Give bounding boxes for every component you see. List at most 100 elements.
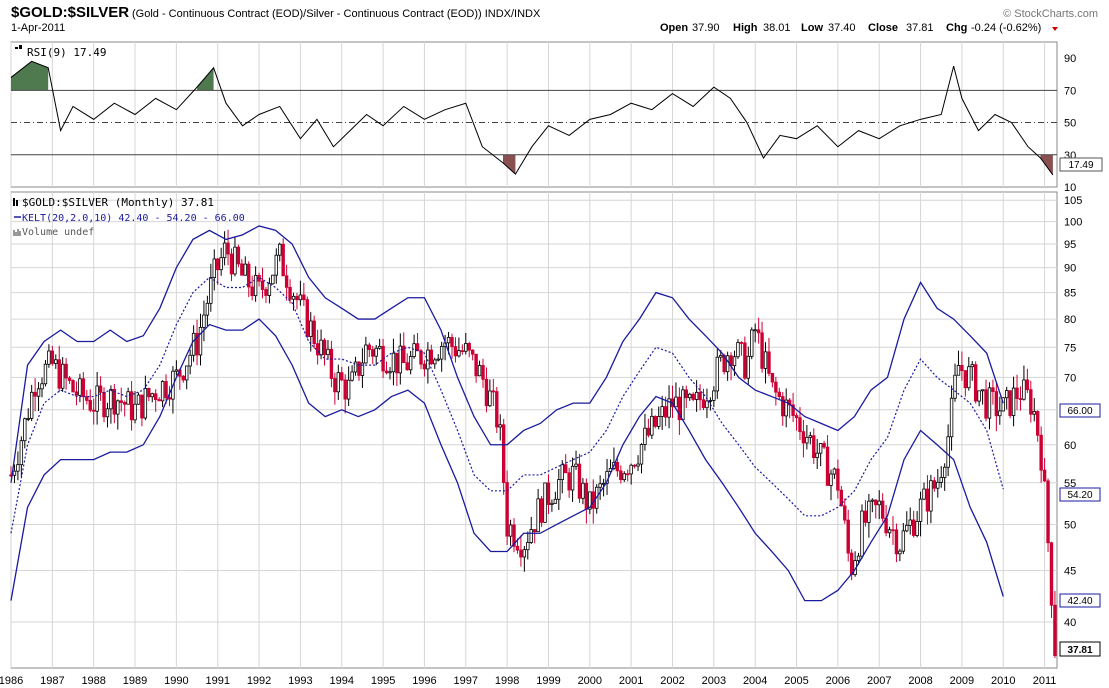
candle-body bbox=[860, 510, 864, 557]
candle-body bbox=[501, 424, 506, 483]
x-tick: 2003 bbox=[702, 675, 726, 687]
candle-body bbox=[398, 345, 403, 374]
candle-body bbox=[309, 320, 313, 337]
candle-body bbox=[708, 399, 713, 402]
candle-body bbox=[698, 391, 702, 401]
chg-value: -0.24 (-0.62%) bbox=[971, 22, 1041, 34]
candle-body bbox=[50, 350, 55, 364]
candle-body bbox=[1049, 542, 1054, 606]
rsi-last-tag-box bbox=[1059, 157, 1103, 172]
candle-body bbox=[877, 500, 881, 506]
candle-body bbox=[973, 364, 978, 402]
candle-body bbox=[998, 410, 1002, 417]
candle-body bbox=[160, 381, 165, 402]
candle-body bbox=[646, 427, 651, 436]
close-tag: 37.81 bbox=[1067, 645, 1092, 656]
candle-body bbox=[836, 468, 840, 491]
candle-body bbox=[825, 446, 830, 486]
candle-body bbox=[546, 482, 551, 505]
candle-body bbox=[901, 530, 906, 552]
candle-body bbox=[202, 314, 206, 328]
candle-body bbox=[260, 280, 265, 290]
candle-body bbox=[343, 379, 347, 400]
candle-body bbox=[112, 389, 117, 415]
price-tick: 70 bbox=[1064, 372, 1076, 384]
candle-body bbox=[388, 371, 392, 374]
candle-body bbox=[247, 263, 251, 288]
candle-body bbox=[147, 388, 151, 398]
candle-body bbox=[925, 488, 930, 512]
candle-body bbox=[371, 349, 375, 357]
candle-body bbox=[67, 377, 72, 381]
candle-body bbox=[918, 498, 923, 522]
candle-body bbox=[753, 329, 757, 332]
candle-body bbox=[560, 464, 564, 480]
candle-body bbox=[557, 479, 561, 500]
candle-body bbox=[667, 398, 671, 418]
candle-body bbox=[756, 329, 761, 334]
candle-body bbox=[543, 482, 547, 523]
rsi-tick: 90 bbox=[1064, 53, 1076, 65]
candle-body bbox=[815, 452, 819, 459]
candle-body bbox=[956, 365, 961, 376]
candle-body bbox=[470, 349, 475, 355]
candle-body bbox=[364, 344, 368, 364]
keltner-lower-line bbox=[10, 318, 1004, 602]
price-tick: 90 bbox=[1064, 263, 1076, 275]
candle-body bbox=[905, 524, 909, 532]
candle-body bbox=[984, 389, 988, 419]
candle-body bbox=[102, 391, 106, 418]
price-legend-icon bbox=[13, 198, 18, 206]
rsi-overbought-fill bbox=[197, 67, 214, 91]
candle-body bbox=[33, 391, 37, 397]
candle-body bbox=[632, 464, 637, 467]
candle-body bbox=[240, 263, 244, 276]
price-legend: $GOLD:$SILVER (Monthly) 37.81 KELT(20,2.… bbox=[13, 196, 245, 238]
candle-body bbox=[47, 350, 51, 365]
candle-body bbox=[436, 358, 440, 361]
x-tick: 1988 bbox=[81, 675, 105, 687]
upper-band-tag-box bbox=[1059, 403, 1101, 418]
candle-body bbox=[415, 343, 420, 352]
candle-body bbox=[267, 283, 272, 296]
candle-body bbox=[98, 385, 103, 393]
rsi-tick: 70 bbox=[1064, 85, 1076, 97]
candle-body bbox=[960, 365, 964, 371]
candle-body bbox=[832, 468, 837, 475]
candle-body bbox=[746, 355, 750, 379]
candle-body bbox=[136, 394, 141, 405]
candle-body bbox=[522, 549, 527, 558]
candle-body bbox=[849, 552, 854, 575]
x-tick: 2004 bbox=[743, 675, 767, 687]
candle-body bbox=[736, 342, 740, 358]
close-label: Close bbox=[868, 22, 898, 34]
x-tick: 1996 bbox=[412, 675, 436, 687]
candle-body bbox=[1032, 411, 1036, 415]
candle-body bbox=[216, 258, 220, 271]
x-tick: 1997 bbox=[454, 675, 478, 687]
candle-body bbox=[750, 329, 754, 357]
upper-band-tag: 66.00 bbox=[1067, 406, 1092, 417]
candle-body bbox=[636, 463, 640, 467]
candle-body bbox=[1004, 390, 1009, 399]
candle-body bbox=[305, 299, 309, 337]
candle-body bbox=[784, 399, 788, 417]
candle-body bbox=[588, 491, 592, 510]
x-axis: 1986 1987 1988 1989 1990 1991 1992 1993 1994 1995… bbox=[0, 675, 1056, 687]
candle-body bbox=[874, 499, 878, 506]
candle-body bbox=[1025, 379, 1030, 391]
candle-body bbox=[677, 396, 682, 421]
rsi-oversold-fill bbox=[502, 154, 516, 175]
candle-body bbox=[302, 294, 306, 301]
rsi-overbought-fill bbox=[11, 61, 49, 91]
candle-body bbox=[829, 473, 833, 486]
candle-body bbox=[794, 415, 799, 419]
candle-body bbox=[319, 339, 323, 356]
candle-body bbox=[526, 542, 530, 551]
lower-band-tag: 42.40 bbox=[1067, 596, 1092, 607]
chart-symbol: $GOLD:$SILVER bbox=[11, 4, 129, 21]
candle-body bbox=[1022, 379, 1026, 400]
candle-body bbox=[932, 480, 937, 489]
candle-body bbox=[1015, 387, 1019, 399]
ohlc-readout: Open 37.90 High 38.01 Low 37.40 Close 37… bbox=[660, 22, 1041, 34]
